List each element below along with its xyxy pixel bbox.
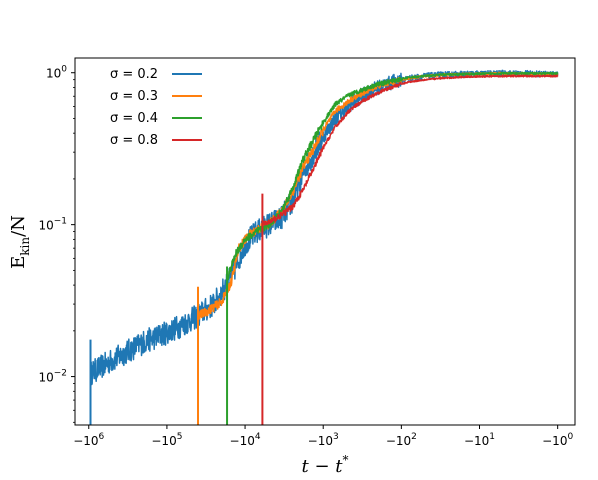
legend-label: σ = 0.3 xyxy=(110,89,158,104)
legend-label: σ = 0.2 xyxy=(110,67,158,82)
y-axis-label: Ekin/N xyxy=(8,215,32,269)
x-tick-label: −100 xyxy=(542,432,573,448)
series-2 xyxy=(226,71,559,425)
series-layer xyxy=(89,69,559,425)
y-axis-label-main: E xyxy=(8,256,29,269)
x-tick-label: −103 xyxy=(308,432,339,448)
x-tick-label: −106 xyxy=(73,432,104,448)
plot-frame xyxy=(74,57,576,426)
y-axis-label-tail: /N xyxy=(8,215,29,237)
y-axis-label-sub: kin xyxy=(18,237,32,256)
legend-label: σ = 0.8 xyxy=(110,133,158,148)
y-tick-label: 100 xyxy=(46,65,67,81)
series-line xyxy=(226,71,559,281)
x-axis: −106 −105 −104 −103 −102 −101 −100 xyxy=(73,425,573,448)
x-tick-label: −104 xyxy=(230,432,261,448)
x-tick-label: −102 xyxy=(386,432,417,448)
x-axis-label-main: t − t xyxy=(302,456,344,477)
series-line xyxy=(261,74,559,228)
plot-area xyxy=(74,57,576,426)
series-3 xyxy=(261,74,559,425)
legend-label: σ = 0.4 xyxy=(110,111,158,126)
y-tick-label: 10−1 xyxy=(38,217,67,233)
y-axis: 10−2 10−1 100 xyxy=(38,65,75,423)
y-tick-label: 10−2 xyxy=(38,369,67,385)
x-tick-label: −105 xyxy=(151,432,182,448)
x-axis-label: t − t* xyxy=(302,453,349,477)
legend: σ = 0.2 σ = 0.3 σ = 0.4 σ = 0.8 xyxy=(110,67,202,148)
x-tick-label: −101 xyxy=(464,432,495,448)
x-axis-label-sup: * xyxy=(343,453,349,467)
